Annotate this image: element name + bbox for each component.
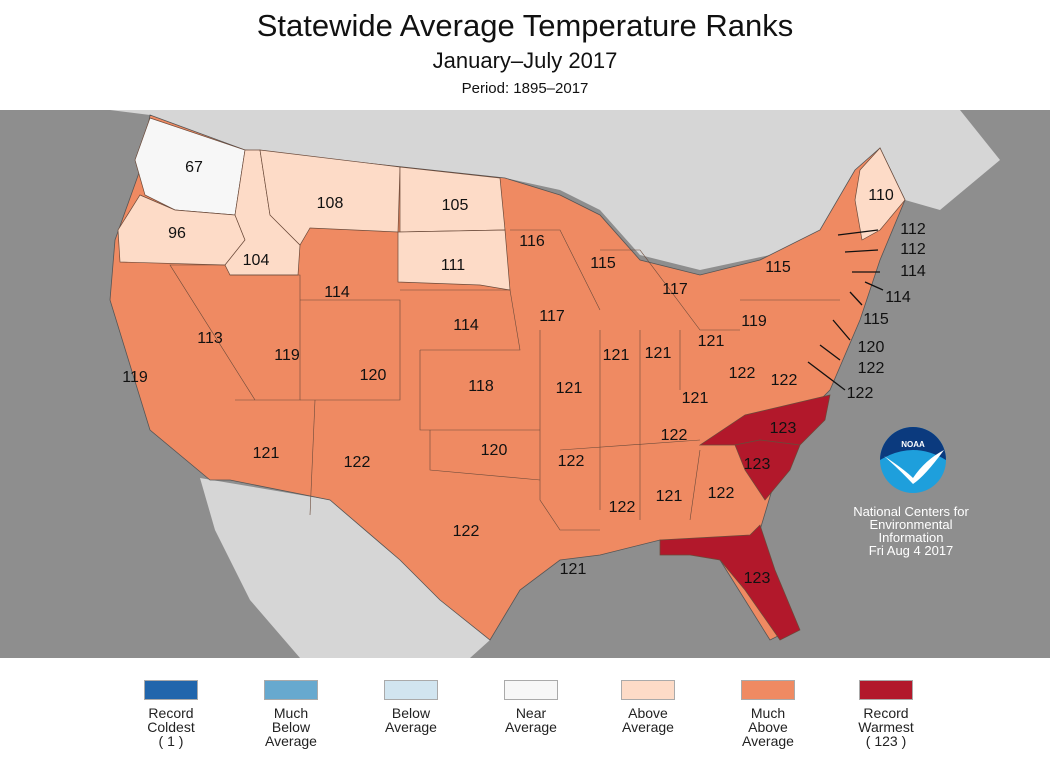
legend-label: Below Average xyxy=(385,705,437,735)
attribution-line2: Environmental xyxy=(869,517,953,532)
legend-swatch xyxy=(144,680,198,700)
state-rank-label-la: 121 xyxy=(560,561,587,578)
state-rank-label-ms: 122 xyxy=(609,499,636,516)
noaa-logo: NOAA xyxy=(880,427,946,493)
state-rank-label-mo: 121 xyxy=(556,380,583,397)
legend-item-near: Near Average xyxy=(476,680,586,734)
state-rank-label-ut: 119 xyxy=(274,347,300,364)
state-rank-label-oh: 121 xyxy=(698,333,725,350)
legend-swatch xyxy=(504,680,558,700)
state-rank-label-sd: 111 xyxy=(441,257,465,274)
state-rank-label-id: 104 xyxy=(243,252,270,269)
state-rank-label-co: 120 xyxy=(360,367,387,384)
legend-label: Near Average xyxy=(505,705,557,735)
state-rank-label-nj: 120 xyxy=(858,339,885,356)
legend-swatch xyxy=(621,680,675,700)
state-rank-label-nv: 113 xyxy=(197,330,223,347)
state-rank-label-tn: 122 xyxy=(661,427,688,444)
state-rank-label-ks: 118 xyxy=(468,378,494,395)
state-rank-label-wi: 115 xyxy=(590,255,616,272)
state-rank-label-mi: 117 xyxy=(662,281,688,298)
legend-item-much-below: Much Below Average xyxy=(236,680,346,748)
state-sd xyxy=(397,229,511,291)
state-rank-label-wy: 114 xyxy=(324,284,350,301)
state-rank-label-pa: 119 xyxy=(741,313,767,330)
legend-extra: ( 123 ) xyxy=(865,733,907,749)
legend-item-much-above: Much Above Average xyxy=(713,680,823,748)
state-rank-label-mn: 116 xyxy=(519,233,545,250)
state-rank-label-wv: 122 xyxy=(729,365,756,382)
state-rank-label-wa: 67 xyxy=(185,159,203,176)
state-rank-label-ma: 114 xyxy=(900,263,926,280)
state-rank-label-ar: 122 xyxy=(558,453,585,470)
legend-item-record-warmest: Record Warmest( 123 ) xyxy=(831,680,941,748)
state-me xyxy=(854,147,906,241)
legend-label: Record Warmest xyxy=(858,705,914,735)
attribution-date: Fri Aug 4 2017 xyxy=(868,543,954,558)
legend-swatch xyxy=(741,680,795,700)
state-rank-label-ca: 119 xyxy=(122,369,148,386)
noaa-logo-text: NOAA xyxy=(901,440,925,449)
state-rank-label-ky: 121 xyxy=(682,390,709,407)
state-rank-label-az: 121 xyxy=(253,445,280,462)
legend-item-above: Above Average xyxy=(593,680,703,734)
state-rank-label-al: 121 xyxy=(656,488,683,505)
state-rank-label-fl: 123 xyxy=(744,570,771,587)
legend-swatch xyxy=(859,680,913,700)
map-subtitle: January–July 2017 xyxy=(432,48,618,73)
state-rank-label-or: 96 xyxy=(168,225,186,242)
state-rank-label-mt: 108 xyxy=(317,195,344,212)
state-rank-label-il: 121 xyxy=(603,347,630,364)
legend-label: Above Average xyxy=(622,705,674,735)
state-borders xyxy=(169,229,840,531)
state-sc xyxy=(734,439,801,501)
state-rank-label-de: 122 xyxy=(858,360,885,377)
attribution-line3: Information xyxy=(878,530,944,545)
state-rank-label-me: 110 xyxy=(868,187,894,204)
canada-land xyxy=(90,110,1000,270)
state-rank-label-ok: 120 xyxy=(481,442,508,459)
map-period: Period: 1895–2017 xyxy=(461,80,589,97)
mexico-land xyxy=(200,478,490,658)
legend-extra: ( 1 ) xyxy=(158,733,184,749)
legend-label: Much Above Average xyxy=(742,705,794,749)
state-rank-label-ri: 114 xyxy=(885,289,911,306)
state-rank-label-ny: 115 xyxy=(765,259,791,276)
leader-lines xyxy=(807,229,884,391)
state-rank-label-nd: 105 xyxy=(442,197,469,214)
state-rank-label-nm: 122 xyxy=(344,454,371,471)
legend-label: Record Coldest xyxy=(147,705,195,735)
attribution-line1: National Centers for xyxy=(853,504,969,519)
legend-label: Much Below Average xyxy=(265,705,317,749)
state-rank-label-tx: 122 xyxy=(453,523,480,540)
state-fl xyxy=(659,524,801,641)
state-rank-label-ia: 117 xyxy=(539,308,565,325)
legend-item-record-coldest: Record Coldest( 1 ) xyxy=(116,680,226,748)
legend-swatch xyxy=(384,680,438,700)
state-rank-label-nc: 123 xyxy=(770,420,797,437)
map-title: Statewide Average Temperature Ranks xyxy=(256,8,794,43)
attribution: National Centers for Environmental Infor… xyxy=(836,505,986,557)
state-rank-label-ct: 115 xyxy=(863,311,889,328)
state-rank-label-in: 121 xyxy=(645,345,672,362)
state-rank-label-nh: 112 xyxy=(900,221,926,238)
state-rank-label-ga: 122 xyxy=(708,485,735,502)
legend-swatch xyxy=(264,680,318,700)
state-rank-label-vt: 112 xyxy=(900,241,926,258)
state-rank-label-sc: 123 xyxy=(744,456,771,473)
legend-item-below: Below Average xyxy=(356,680,466,734)
state-rank-label-ne: 114 xyxy=(453,317,479,334)
state-rank-label-va: 122 xyxy=(771,372,798,389)
state-rank-label-md: 122 xyxy=(847,385,874,402)
